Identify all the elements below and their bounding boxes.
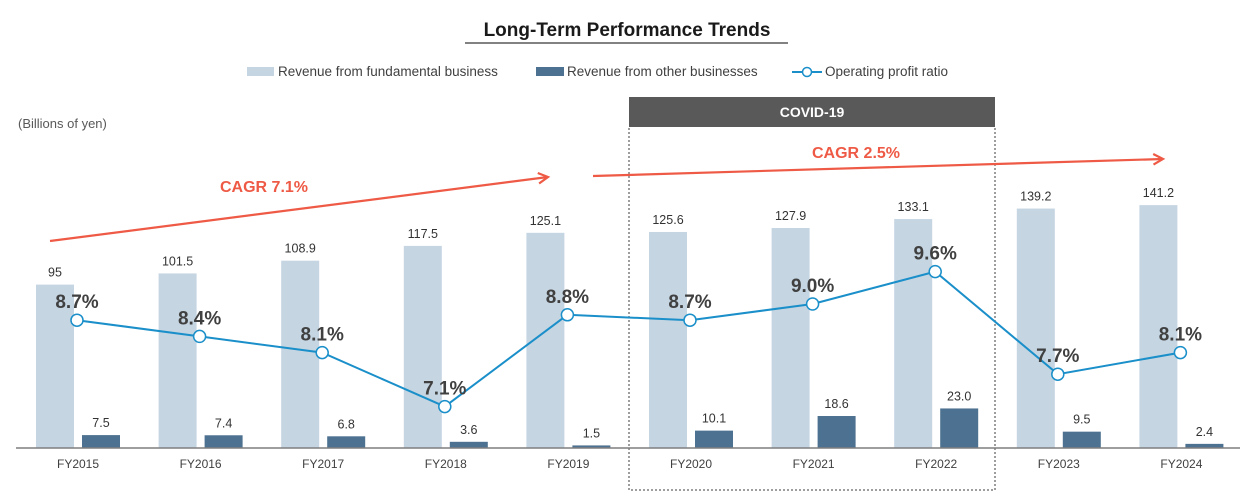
label-other-fy2022: 23.0 xyxy=(947,389,971,403)
profit-ratio-point-fy2017 xyxy=(315,345,329,360)
cagr-arrow-2-line xyxy=(592,157,1164,178)
bar-fundamental-fy2021 xyxy=(771,228,810,448)
profit-ratio-label-fy2021: 9.0% xyxy=(791,276,834,297)
cagr-annotations: CAGR 7.1% CAGR 2.5% xyxy=(49,145,1166,243)
bars-fundamental xyxy=(36,205,1178,448)
profit-ratio-series: 8.7% 8.4% 8.1% 7.1% 8.8% 8.7% 9.0% 9.6% 7.7% 8.1% xyxy=(55,244,1202,414)
bar-other-fy2020 xyxy=(695,430,733,448)
covid-header xyxy=(629,97,995,127)
bar-fundamental-fy2017 xyxy=(281,260,320,448)
x-tick-fy2021: FY2021 xyxy=(793,457,835,471)
legend-item-fundamental: Revenue from fundamental business xyxy=(247,64,498,79)
label-fundamental-fy2015: 95 xyxy=(48,266,62,280)
profit-ratio-point-fy2024 xyxy=(1173,345,1188,360)
bar-fundamental-fy2015 xyxy=(36,284,74,448)
label-other-fy2024: 2.4 xyxy=(1196,425,1213,439)
cagr-arrow-2-head xyxy=(1152,153,1166,166)
bar-other-fy2015 xyxy=(82,435,120,448)
x-tick-fy2017: FY2017 xyxy=(302,457,344,471)
bar-other-fy2022 xyxy=(940,408,979,448)
profit-ratio-point-fy2016 xyxy=(192,329,207,344)
cagr-label-2: CAGR 2.5% xyxy=(812,145,900,162)
value-labels: 95 7.5 101.5 7.4 108.9 6.8 117.5 3.6 125.1 1.5 125… xyxy=(48,186,1213,440)
profit-ratio-label-fy2015: 8.7% xyxy=(55,292,98,313)
label-other-fy2017: 6.8 xyxy=(338,417,355,431)
legend-label-fundamental: Revenue from fundamental business xyxy=(278,64,498,79)
bar-fundamental-fy2022 xyxy=(894,219,933,448)
label-other-fy2021: 18.6 xyxy=(824,397,848,411)
x-tick-fy2015: FY2015 xyxy=(57,457,99,471)
label-fundamental-fy2016: 101.5 xyxy=(162,254,193,268)
profit-ratio-point-fy2015 xyxy=(70,313,84,327)
x-tick-fy2022: FY2022 xyxy=(915,457,957,471)
label-fundamental-fy2019: 125.1 xyxy=(530,214,561,228)
profit-ratio-label-fy2024: 8.1% xyxy=(1159,325,1202,346)
label-fundamental-fy2021: 127.9 xyxy=(775,209,806,223)
bar-other-fy2016 xyxy=(204,435,243,448)
label-other-fy2015: 7.5 xyxy=(92,416,109,430)
profit-ratio-label-fy2019: 8.8% xyxy=(546,287,589,308)
legend-marker-profit-ratio xyxy=(801,66,813,78)
bar-other-fy2019 xyxy=(572,445,611,448)
x-tick-labels: FY2015 FY2016 FY2017 FY2018 FY2019 FY2020 FY20… xyxy=(57,457,1203,471)
label-fundamental-fy2023: 139.2 xyxy=(1020,190,1051,204)
bar-fundamental-fy2016 xyxy=(158,273,197,448)
bar-other-fy2021 xyxy=(817,416,856,448)
covid-dotted-box xyxy=(628,125,996,491)
profit-ratio-label-fy2016: 8.4% xyxy=(178,308,221,329)
cagr-arrow-1-line xyxy=(49,175,549,243)
legend: Revenue from fundamental business Revenu… xyxy=(247,64,948,79)
profit-ratio-point-fy2020 xyxy=(683,313,697,327)
bar-other-fy2024 xyxy=(1185,443,1224,448)
legend-item-profit-ratio: Operating profit ratio xyxy=(792,64,948,79)
label-fundamental-fy2017: 108.9 xyxy=(285,242,316,256)
covid-label: COVID-19 xyxy=(780,104,845,120)
label-other-fy2018: 3.6 xyxy=(460,423,477,437)
legend-label-other: Revenue from other businesses xyxy=(567,64,758,79)
profit-ratio-point-fy2023 xyxy=(1051,367,1065,381)
profit-ratio-point-fy2022 xyxy=(928,264,942,279)
legend-label-profit-ratio: Operating profit ratio xyxy=(825,64,948,79)
profit-ratio-point-fy2018 xyxy=(438,399,452,414)
bar-fundamental-fy2018 xyxy=(403,245,442,448)
bar-fundamental-fy2024 xyxy=(1139,205,1178,448)
x-tick-fy2019: FY2019 xyxy=(547,457,589,471)
profit-ratio-label-fy2022: 9.6% xyxy=(914,244,957,265)
profit-ratio-point-fy2021 xyxy=(805,297,820,311)
x-tick-fy2016: FY2016 xyxy=(180,457,222,471)
bar-fundamental-fy2023 xyxy=(1016,208,1055,448)
cagr-arrow-1-head xyxy=(537,171,551,185)
profit-ratio-label-fy2020: 8.7% xyxy=(668,292,711,313)
label-fundamental-fy2022: 133.1 xyxy=(898,200,929,214)
x-tick-fy2020: FY2020 xyxy=(670,457,712,471)
profit-ratio-label-fy2017: 8.1% xyxy=(301,325,344,346)
label-fundamental-fy2024: 141.2 xyxy=(1143,186,1174,200)
x-tick-fy2018: FY2018 xyxy=(425,457,467,471)
x-tick-fy2024: FY2024 xyxy=(1160,457,1202,471)
x-tick-fy2023: FY2023 xyxy=(1038,457,1080,471)
label-other-fy2019: 1.5 xyxy=(583,426,600,440)
profit-ratio-point-fy2019 xyxy=(560,308,575,322)
cagr-label-1: CAGR 7.1% xyxy=(220,179,308,196)
label-fundamental-fy2020: 125.6 xyxy=(652,213,683,227)
bars-other xyxy=(82,408,1224,448)
bar-fundamental-fy2020 xyxy=(649,231,687,448)
profit-ratio-label-fy2023: 7.7% xyxy=(1036,346,1079,367)
label-fundamental-fy2018: 117.5 xyxy=(408,227,438,241)
bar-other-fy2018 xyxy=(449,441,488,448)
legend-item-other: Revenue from other businesses xyxy=(536,64,758,79)
profit-ratio-label-fy2018: 7.1% xyxy=(423,379,466,400)
label-other-fy2020: 10.1 xyxy=(702,412,726,426)
label-other-fy2023: 9.5 xyxy=(1073,413,1090,427)
unit-label: (Billions of yen) xyxy=(18,116,107,131)
legend-swatch-fundamental xyxy=(247,67,274,76)
legend-swatch-other xyxy=(536,67,564,76)
chart-title: Long-Term Performance Trends xyxy=(484,20,771,41)
covid-highlight: COVID-19 xyxy=(628,97,996,491)
label-other-fy2016: 7.4 xyxy=(215,416,232,430)
bar-other-fy2023 xyxy=(1062,431,1101,448)
profit-ratio-line xyxy=(76,270,1181,408)
bar-other-fy2017 xyxy=(327,436,366,448)
